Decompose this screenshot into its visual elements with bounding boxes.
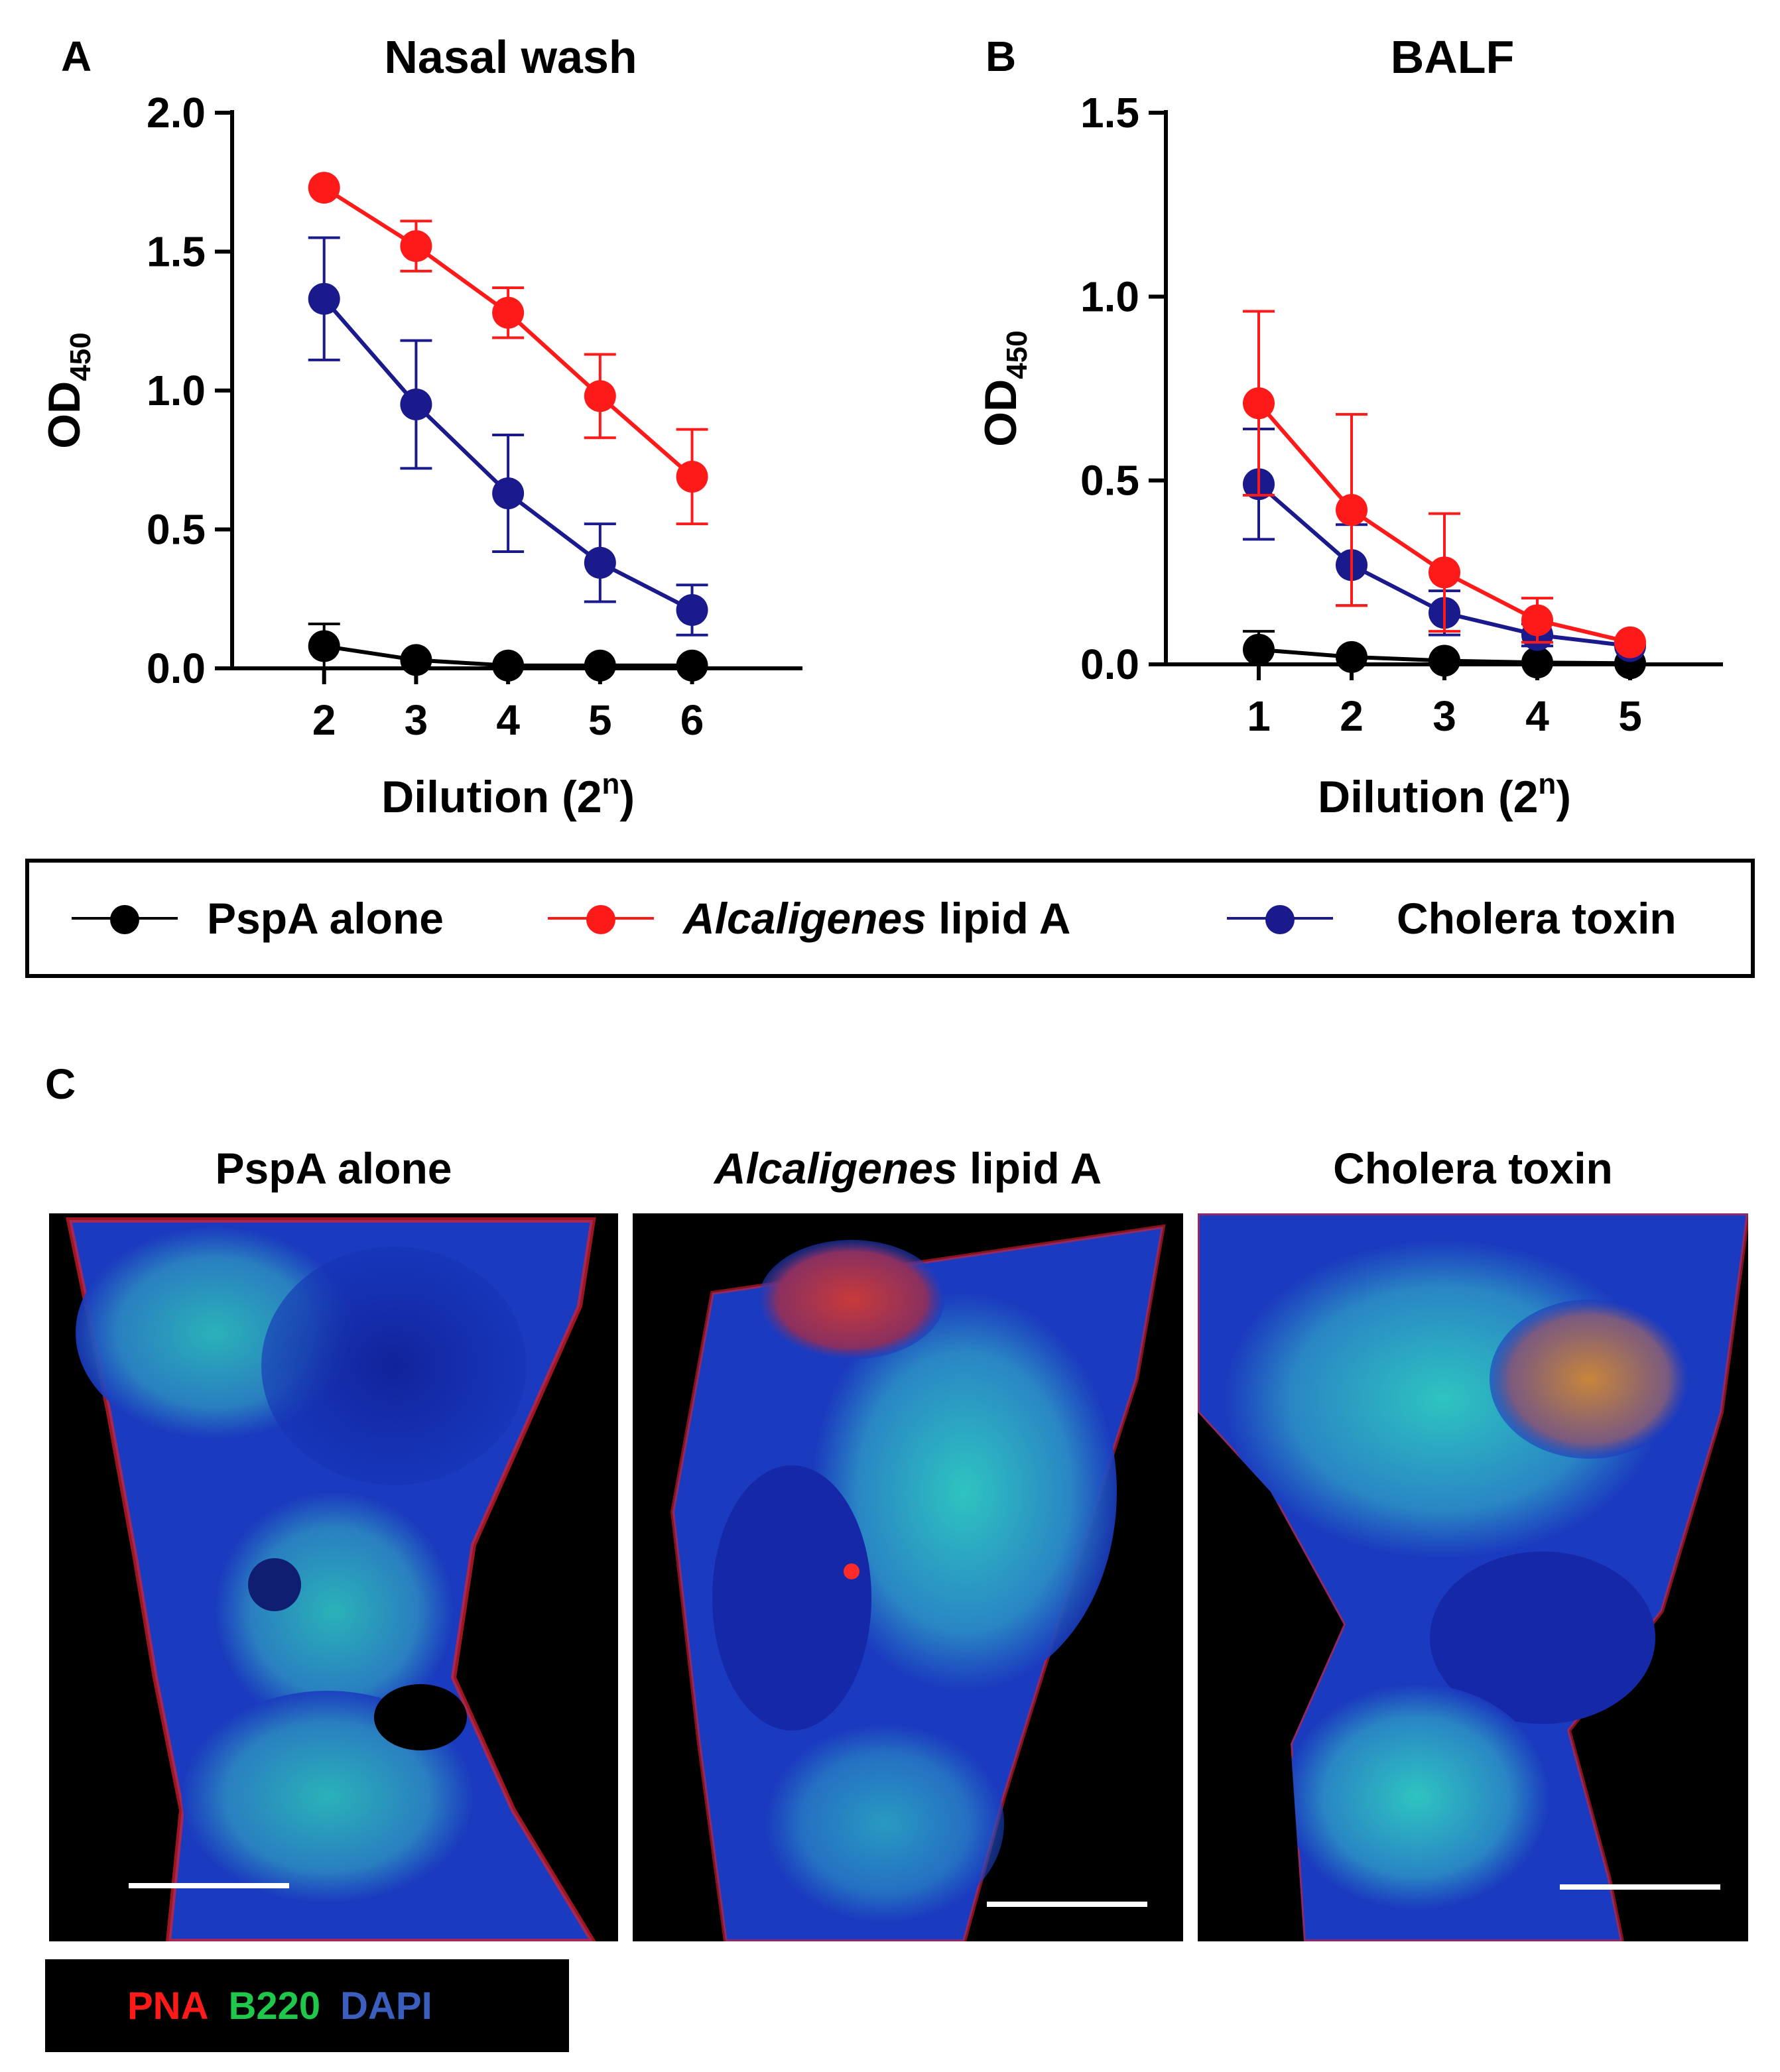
legend-item-cholera-toxin: Cholera toxin [1227, 863, 1677, 974]
data-point-pspa-alone-a-2 [492, 649, 525, 682]
micrograph-title-pspa-alone: PspA alone [215, 1144, 452, 1193]
micrograph-alcaligenes-lipid-a-image [670, 1224, 1166, 1941]
x-axis-label-end-b: ) [1556, 772, 1571, 822]
y-tick-label-a-4: 2.0 [147, 89, 206, 137]
y-axis-label-sub-b: 450 [1001, 330, 1033, 379]
x-axis-label-a: Dilution (2n) [381, 768, 635, 822]
micrograph-pspa-alone-image [66, 1217, 596, 1941]
y-tick-label-b-0: 0.0 [1080, 640, 1139, 688]
scale-bar-cholera-toxin [1560, 1884, 1720, 1890]
data-point-pspa-alone-a-0 [308, 630, 340, 662]
data-point-alcaligenes-lipid-a-a-1 [400, 230, 432, 263]
data-point-pspa-alone-a-3 [584, 649, 616, 682]
data-point-alcaligenes-lipid-a-b-1 [1336, 494, 1367, 526]
x-tick-label-b-1: 2 [1340, 692, 1364, 740]
data-point-pspa-alone-b-1 [1336, 640, 1367, 673]
x-tick-label-b-0: 1 [1247, 692, 1271, 740]
scale-bar-pspa-alone [129, 1883, 289, 1888]
micrograph-cholera-toxin [1198, 1213, 1748, 1941]
y-tick-label-a-2: 1.0 [147, 367, 206, 414]
x-axis-label-main-a: Dilution (2 [381, 772, 602, 822]
data-point-cholera-toxin-a-2 [492, 477, 525, 510]
series-legend: PspA alone Alcaligenes lipid A Cholera t… [25, 859, 1755, 978]
x-axis-label-sup-a: n [602, 768, 620, 800]
data-point-cholera-toxin-a-4 [676, 594, 708, 627]
x-axis-label-main-b: Dilution (2 [1318, 772, 1538, 822]
data-point-pspa-alone-a-4 [676, 649, 708, 682]
chart-title-b: BALF [1391, 31, 1515, 83]
micrograph-pspa-alone [49, 1213, 618, 1941]
y-axis-label-sub-a: 450 [64, 332, 97, 381]
micrograph-title-alcaligenes-lipid-a: Alcaligenes lipid A [714, 1144, 1102, 1193]
y-tick-label-b-2: 1.0 [1080, 273, 1139, 320]
data-point-alcaligenes-lipid-a-a-4 [676, 460, 708, 493]
y-tick-label-b-1: 0.5 [1080, 457, 1139, 505]
data-point-pspa-alone-b-0 [1243, 633, 1275, 666]
panel-letter-c: C [45, 1060, 76, 1108]
data-point-alcaligenes-lipid-a-b-4 [1614, 626, 1646, 658]
x-tick-label-a-0: 2 [312, 696, 336, 744]
y-tick-label-a-3: 1.5 [147, 228, 206, 276]
micrograph-cholera-toxin-image [1198, 1213, 1748, 1941]
stain-label-dapi: DAPI [340, 1984, 432, 2028]
x-tick-label-a-1: 3 [405, 696, 428, 744]
stain-label-pna: PNA [127, 1984, 209, 2028]
legend-swatch-cholera-toxin [1227, 905, 1333, 934]
legend-swatch-alcaligenes-lipid-a [548, 905, 654, 934]
panel-letter-b: B [985, 32, 1017, 80]
chart-title-a: Nasal wash [384, 31, 637, 83]
legend-swatch-pspa-alone [72, 905, 178, 934]
data-point-cholera-toxin-a-3 [584, 546, 616, 579]
data-point-cholera-toxin-a-0 [308, 282, 340, 315]
legend-item-pspa-alone: PspA alone [72, 863, 444, 974]
x-tick-label-a-3: 5 [588, 696, 612, 744]
data-point-alcaligenes-lipid-a-b-0 [1243, 387, 1275, 420]
legend-label-alcaligenes-lipid-a: Alcaligenes lipid A [683, 894, 1071, 943]
legend-label-cholera-toxin: Cholera toxin [1397, 894, 1677, 943]
y-axis-label-b: OD450 [976, 330, 1033, 446]
y-tick-label-b-3: 1.5 [1080, 89, 1139, 137]
x-axis-label-sup-b: n [1538, 768, 1556, 800]
panel-letter-a: A [61, 32, 92, 80]
micrograph-title-cholera-toxin: Cholera toxin [1333, 1144, 1613, 1193]
data-point-alcaligenes-lipid-a-a-2 [492, 296, 525, 329]
x-axis-label-end-a: ) [619, 772, 635, 822]
data-point-alcaligenes-lipid-a-a-0 [308, 172, 340, 204]
y-tick-label-a-1: 0.5 [147, 506, 206, 554]
stain-label-b220: B220 [228, 1984, 321, 2028]
data-point-alcaligenes-lipid-a-b-2 [1429, 556, 1460, 589]
legend-label-pspa-alone: PspA alone [207, 894, 444, 943]
x-tick-label-a-2: 4 [496, 696, 520, 744]
data-point-alcaligenes-lipid-a-b-3 [1521, 604, 1553, 637]
data-point-pspa-alone-b-3 [1521, 646, 1553, 679]
y-axis-label-main-a: OD [39, 381, 90, 449]
x-tick-label-b-3: 4 [1525, 692, 1549, 740]
legend-item-alcaligenes-lipid-a: Alcaligenes lipid A [548, 863, 1070, 974]
data-point-alcaligenes-lipid-a-a-3 [584, 380, 616, 412]
stain-legend: PNA B220 DAPI [45, 1959, 569, 2052]
x-tick-label-b-2: 3 [1432, 692, 1456, 740]
y-tick-label-a-0: 0.0 [147, 644, 206, 692]
y-axis-label-main-b: OD [976, 379, 1026, 447]
y-axis-label-a: OD450 [39, 332, 97, 448]
x-tick-label-a-4: 6 [680, 696, 704, 744]
x-axis-label-b: Dilution (2n) [1318, 768, 1571, 822]
data-point-pspa-alone-a-1 [400, 644, 432, 676]
x-tick-label-b-4: 5 [1618, 692, 1642, 740]
micrograph-alcaligenes-lipid-a [633, 1213, 1183, 1941]
data-point-cholera-toxin-a-1 [400, 388, 432, 420]
scale-bar-alcaligenes-lipid-a [987, 1902, 1147, 1907]
data-point-pspa-alone-b-2 [1429, 644, 1460, 677]
